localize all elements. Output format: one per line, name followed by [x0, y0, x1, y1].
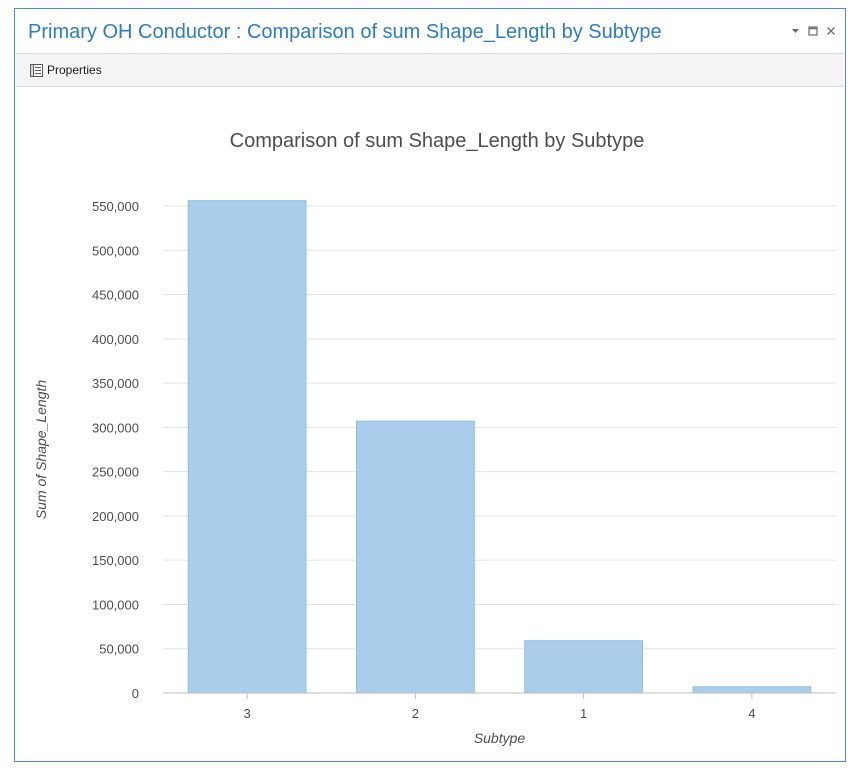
properties-label: Properties: [47, 63, 102, 77]
y-tick-label: 350,000: [92, 376, 139, 391]
bar-subtype-2[interactable]: [356, 421, 474, 693]
dropdown-icon[interactable]: [789, 25, 801, 37]
y-tick-label: 500,000: [92, 243, 139, 258]
chart-title: Comparison of sum Shape_Length by Subtyp…: [230, 130, 645, 152]
pane-title: Primary OH Conductor : Comparison of sum…: [28, 21, 662, 44]
x-axis-label: Subtype: [474, 730, 526, 746]
y-tick-label: 250,000: [92, 465, 139, 480]
maximize-icon[interactable]: [807, 25, 819, 37]
y-tick-label: 450,000: [92, 288, 139, 303]
y-axis-ticks: 0 50,000 100,000 150,000 200,000 250,000 300,0…: [92, 199, 139, 701]
y-tick-label: 300,000: [92, 420, 139, 435]
close-icon[interactable]: [825, 25, 837, 37]
pane-header: Primary OH Conductor : Comparison of sum…: [15, 9, 845, 55]
y-tick-label: 0: [132, 686, 139, 701]
bars: [188, 201, 811, 693]
x-axis-ticks: 3 2 1 4: [244, 693, 756, 721]
y-tick-label: 550,000: [92, 199, 139, 214]
toolbar: Properties: [16, 53, 844, 87]
y-tick-label: 150,000: [92, 553, 139, 568]
chart-pane: Primary OH Conductor : Comparison of sum…: [14, 8, 846, 762]
y-tick-label: 100,000: [92, 597, 139, 612]
x-tick-label: 2: [412, 706, 419, 721]
y-tick-label: 200,000: [92, 509, 139, 524]
chart-area: Comparison of sum Shape_Length by Subtyp…: [15, 87, 845, 761]
properties-button[interactable]: Properties: [28, 60, 102, 80]
bar-subtype-1[interactable]: [525, 641, 643, 693]
y-tick-label: 50,000: [99, 642, 139, 657]
bar-chart: Comparison of sum Shape_Length by Subtyp…: [15, 87, 845, 762]
x-tick-label: 3: [244, 706, 251, 721]
x-tick-label: 1: [580, 706, 587, 721]
pane-controls: [789, 25, 837, 37]
x-tick-label: 4: [748, 706, 755, 721]
bar-subtype-3[interactable]: [188, 201, 306, 693]
bar-subtype-4[interactable]: [693, 687, 811, 693]
y-axis-label: Sum of Shape_Length: [33, 380, 49, 520]
y-tick-label: 400,000: [92, 332, 139, 347]
properties-icon: [28, 62, 44, 78]
